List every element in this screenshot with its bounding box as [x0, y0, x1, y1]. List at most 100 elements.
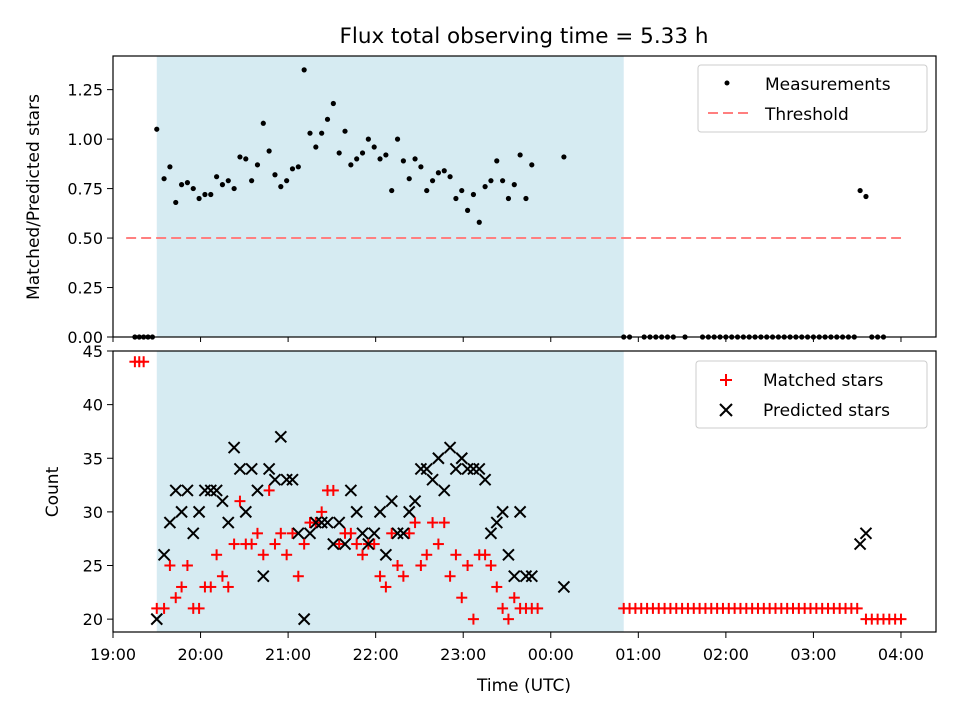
cross-b — [257, 570, 270, 583]
predicted-star-point — [297, 612, 311, 626]
measurement-point — [313, 144, 319, 150]
predicted-star-point — [303, 527, 317, 540]
matched-star-point — [368, 538, 380, 550]
predicted-star-point — [853, 537, 867, 551]
predicted-star-point — [414, 462, 428, 476]
matched-star-point — [479, 549, 491, 561]
matched-star-point — [176, 581, 188, 593]
matched-star-point — [491, 581, 503, 593]
cross-b — [853, 537, 867, 551]
cross-b — [443, 441, 457, 454]
bottom-legend-box — [695, 360, 928, 429]
predicted-star-point — [274, 430, 288, 444]
predicted-star-point — [192, 505, 206, 519]
predicted-star-point — [408, 494, 422, 508]
measurement-point — [231, 185, 237, 192]
predicted-star-point — [198, 484, 212, 497]
cross-b — [216, 494, 229, 508]
cross-b — [327, 537, 340, 551]
y-tick-label: 1.25 — [67, 81, 103, 100]
matched-star-point — [432, 538, 444, 550]
cross-b — [432, 452, 445, 465]
measurement-point — [319, 130, 325, 136]
figure-title: Flux total observing time = 5.33 h — [340, 24, 709, 49]
predicted-star-point — [426, 473, 439, 486]
measurement-point — [154, 126, 160, 132]
predicted-star-point — [210, 484, 223, 497]
predicted-star-point — [262, 462, 276, 476]
matched-star-point — [438, 517, 450, 529]
top-y-axis-label: Matched/Predicted stars — [24, 94, 44, 300]
measurement-point — [324, 116, 331, 122]
matched-star-point — [351, 538, 363, 550]
cross-b — [508, 570, 521, 583]
cross-b — [222, 516, 235, 529]
predicted-star-point — [292, 527, 305, 540]
predicted-star-point — [438, 484, 451, 497]
legend-predicted-label: Predicted stars — [763, 401, 890, 421]
measurement-point — [354, 156, 360, 162]
x-axis-label: Time (UTC) — [476, 676, 571, 696]
measurement-point — [476, 219, 482, 225]
matched-star-point — [403, 527, 415, 539]
measurement-point — [511, 182, 517, 188]
measurement-point — [342, 128, 348, 134]
measurement-point — [377, 156, 383, 162]
measurement-point — [173, 199, 179, 206]
x-tick-label: 02:00 — [703, 645, 749, 664]
predicted-star-point — [508, 570, 521, 583]
legend-predicted-marker — [719, 403, 733, 417]
cross-b — [262, 462, 276, 476]
cross-b — [303, 527, 317, 540]
measurement-point — [529, 162, 535, 168]
measurement-point — [295, 164, 301, 170]
measurement-point — [406, 176, 412, 182]
matched-star-point — [222, 581, 234, 593]
predicted-star-point — [187, 527, 200, 540]
cross-b — [150, 612, 163, 626]
measurement-point — [330, 100, 336, 107]
cross-b — [315, 516, 328, 529]
cross-b — [859, 527, 873, 540]
predicted-star-point — [309, 516, 323, 529]
predicted-star-point — [484, 527, 498, 540]
cross-b — [408, 494, 422, 508]
top-axes-frame — [112, 55, 937, 338]
predicted-star-point — [513, 505, 527, 519]
legend-matched-marker — [720, 374, 732, 386]
cross-b — [502, 548, 515, 561]
measurement-point — [301, 67, 307, 73]
cross-b — [414, 462, 428, 476]
cross-b — [557, 580, 571, 594]
measurement-point — [441, 168, 447, 174]
measurement-point — [167, 164, 173, 170]
measurement-point — [254, 162, 261, 168]
measurement-point — [383, 152, 389, 158]
measurement-point — [494, 158, 500, 164]
y-tick-label: 0.00 — [67, 328, 103, 347]
x-tick-label: 19:00 — [90, 645, 136, 664]
measurement-point — [418, 164, 424, 170]
predicted-star-point — [373, 505, 387, 519]
measurement-point — [359, 150, 366, 156]
measurement-point — [863, 193, 869, 200]
predicted-star-point — [157, 548, 171, 561]
cross-b — [204, 484, 217, 497]
predicted-star-point — [175, 505, 188, 519]
legend-matched-label: Matched stars — [763, 371, 883, 391]
matched-star-point — [211, 549, 223, 561]
matched-star-point — [462, 560, 474, 572]
bottom-y-axis-label: Count — [43, 466, 63, 517]
cross-b — [496, 505, 509, 519]
predicted-star-point — [449, 462, 463, 476]
matched-star-point — [205, 581, 217, 593]
measurement-point — [429, 178, 436, 184]
measurement-point — [482, 184, 488, 190]
matched-star-point — [450, 549, 462, 561]
measurement-point — [161, 176, 167, 182]
y-tick-label: 30 — [83, 503, 103, 522]
matched-star-point — [415, 560, 427, 572]
predicted-star-point — [327, 537, 340, 551]
predicted-star-point — [321, 516, 334, 529]
